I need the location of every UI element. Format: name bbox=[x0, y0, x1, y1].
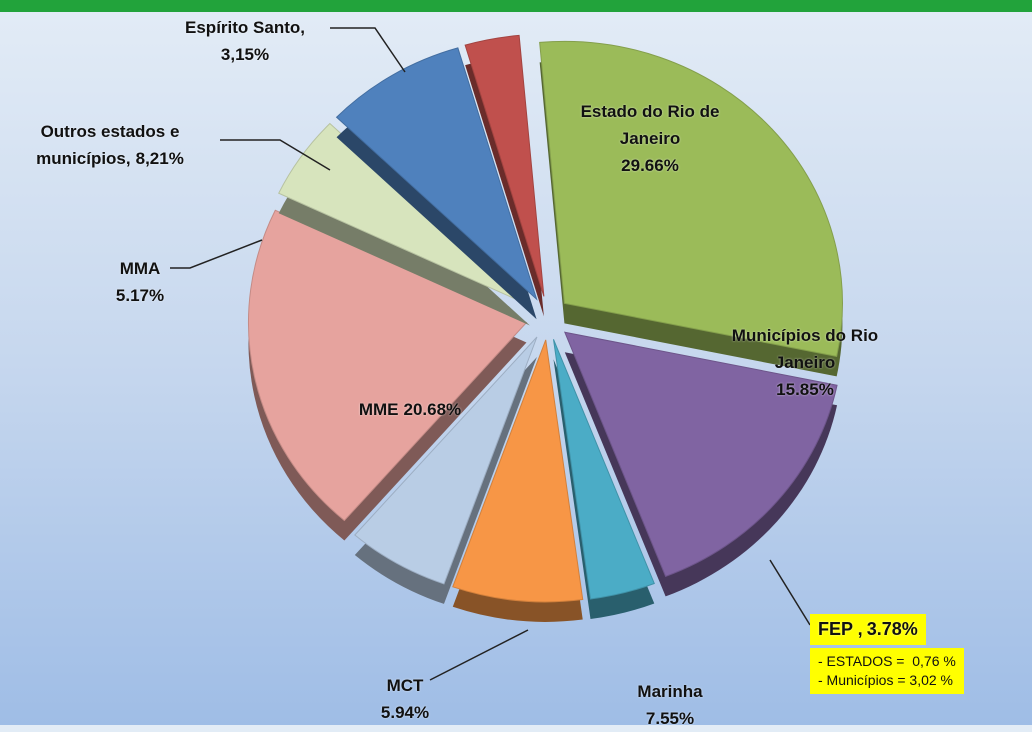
slice bbox=[247, 209, 528, 522]
slice bbox=[335, 47, 538, 301]
category-label: Marinha bbox=[637, 682, 703, 701]
pie bbox=[247, 34, 843, 622]
value-label: 7.55% bbox=[645, 709, 695, 728]
category-label: Municípios do Rio Janeiro bbox=[731, 326, 879, 372]
annotation: - ESTADOS = 0,76 % bbox=[818, 653, 956, 669]
leader-line bbox=[330, 27, 406, 73]
slice bbox=[354, 336, 538, 585]
annotation: - Municípios = 3,02 % bbox=[818, 672, 954, 688]
value-label: 5.94% bbox=[380, 703, 430, 722]
slice bbox=[563, 331, 838, 578]
slice-label: MMA 5.17% bbox=[90, 255, 190, 309]
leader-line bbox=[769, 559, 811, 626]
slice bbox=[552, 339, 655, 600]
annotation-box: - ESTADOS = 0,76 % - Municípios = 3,02 % bbox=[810, 648, 964, 694]
leader-line bbox=[220, 139, 331, 171]
value-label: 3,15% bbox=[220, 45, 270, 64]
category-label: MCT bbox=[386, 676, 424, 695]
slice bbox=[452, 339, 584, 603]
category-label: Outros estados e municípios, bbox=[36, 122, 180, 168]
value-label: 3.78% bbox=[866, 619, 918, 639]
slice-label: Estado do Rio de Janeiro 29.66% bbox=[560, 98, 740, 179]
value-label: 15.85% bbox=[776, 380, 834, 399]
slice-label: Municípios do Rio Janeiro 15.85% bbox=[705, 322, 905, 403]
slice-label: FEP , 3.78% bbox=[810, 614, 926, 645]
slice bbox=[539, 40, 843, 357]
slice-label: Outros estados e municípios, 8,21% bbox=[5, 118, 215, 172]
slice-label: MCT 5.94% bbox=[345, 672, 465, 726]
leader-line bbox=[429, 629, 529, 681]
value-label: 5.17% bbox=[115, 286, 165, 305]
slice-label: MME 20.68% bbox=[320, 396, 500, 423]
value-label: 8,21% bbox=[135, 149, 184, 168]
value-label: 20.68% bbox=[403, 400, 462, 419]
category-label: Espírito Santo, bbox=[185, 18, 305, 37]
leader-line bbox=[170, 239, 263, 269]
category-label: FEP , bbox=[818, 619, 863, 639]
slice-label: Espírito Santo, 3,15% bbox=[160, 14, 330, 68]
slice bbox=[278, 122, 531, 306]
header-bar bbox=[0, 0, 1032, 12]
slice bbox=[464, 34, 545, 297]
slice-label: Marinha 7.55% bbox=[600, 678, 740, 732]
category-label: Estado do Rio de Janeiro bbox=[580, 102, 720, 148]
category-label: MME bbox=[358, 400, 399, 419]
value-label: 29.66% bbox=[621, 156, 679, 175]
leader-lines bbox=[170, 27, 811, 681]
category-label: MMA bbox=[119, 259, 161, 278]
